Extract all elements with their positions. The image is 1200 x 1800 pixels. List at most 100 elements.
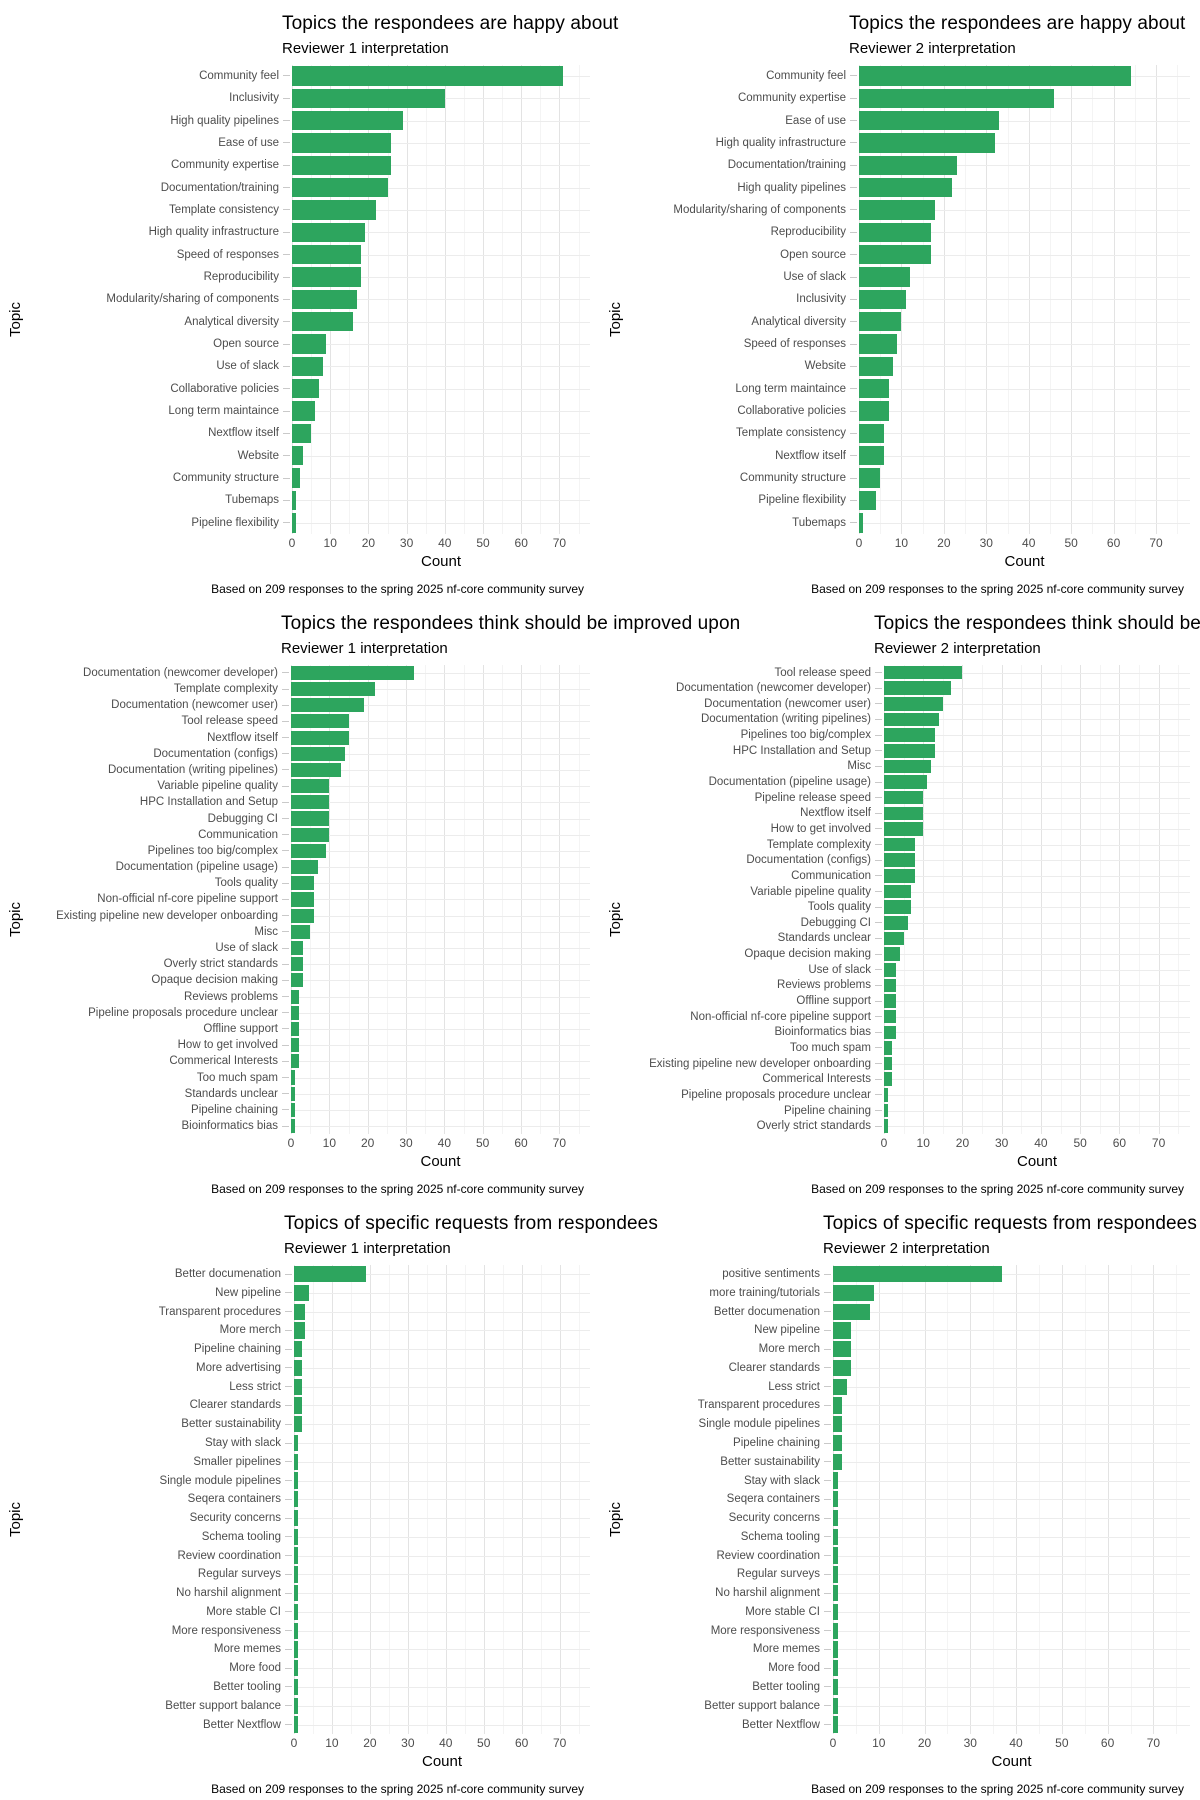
- y-tick-mark: [283, 120, 290, 122]
- y-tick-mark: [282, 915, 289, 917]
- bar: [884, 1088, 888, 1102]
- bar: [884, 837, 916, 852]
- y-tick-mark: [282, 1028, 289, 1030]
- category-label: Pipeline flexibility: [191, 516, 279, 529]
- bar-row: [292, 199, 590, 221]
- minor-gridline: [1007, 64, 1009, 534]
- minor-gridline: [1177, 64, 1179, 534]
- category-label: Speed of responses: [743, 338, 846, 351]
- bar-row: [884, 1071, 1190, 1087]
- category-label-row: Ease of use: [26, 132, 292, 154]
- bar: [884, 665, 963, 680]
- y-tick-mark: [282, 801, 289, 803]
- category-label-row: Documentation (newcomer user): [26, 697, 291, 713]
- y-tick-mark: [824, 1329, 831, 1331]
- minor-gridline: [425, 664, 427, 1134]
- category-label: Clearer standards: [189, 1399, 281, 1412]
- bar: [291, 843, 326, 858]
- bar: [294, 1265, 367, 1283]
- category-label-row: Less strict: [26, 1377, 294, 1396]
- bar-row: [859, 266, 1190, 288]
- bar-row: [884, 1009, 1190, 1025]
- y-tick-mark: [283, 455, 290, 457]
- bar-row: [291, 730, 590, 746]
- bar-row: [833, 1659, 1190, 1678]
- category-label: Existing pipeline new developer onboardi…: [56, 909, 278, 922]
- x-tick-label: 40: [438, 536, 452, 550]
- category-label-row: Long term maintaince: [626, 378, 859, 400]
- bar-row: [859, 288, 1190, 310]
- y-tick-mark: [824, 1386, 831, 1388]
- bar: [291, 714, 349, 729]
- category-label: Community expertise: [737, 92, 846, 105]
- category-label: Documentation (newcomer user): [111, 699, 278, 712]
- bar: [294, 1641, 298, 1658]
- bar: [859, 490, 876, 511]
- category-label-row: How to get involved: [626, 821, 884, 837]
- chart-title: Topics of specific requests from respond…: [823, 1213, 1197, 1234]
- category-label: Debugging CI: [207, 812, 278, 825]
- bar: [859, 513, 864, 533]
- y-tick-mark: [875, 718, 882, 720]
- y-tick-mark: [824, 1630, 831, 1632]
- category-label: Schema tooling: [201, 1530, 281, 1543]
- category-label: Long term maintaince: [168, 405, 279, 418]
- category-label-row: Open source: [626, 244, 859, 266]
- bar: [859, 244, 932, 265]
- bar: [833, 1341, 852, 1358]
- bar-row: [859, 355, 1190, 377]
- plot-panel: [833, 1264, 1190, 1734]
- y-tick-mark: [282, 947, 289, 949]
- bar: [294, 1303, 306, 1320]
- bar-row: [292, 65, 590, 87]
- category-label: Tool release speed: [774, 666, 871, 679]
- category-label-row: How to get involved: [26, 1037, 291, 1053]
- category-label: Pipeline chaining: [194, 1343, 281, 1356]
- category-label: Inclusivity: [796, 293, 846, 306]
- category-labels: Better documenation New pipeline Transpare…: [26, 1265, 294, 1734]
- chart-subtitle: Reviewer 1 interpretation: [281, 639, 448, 657]
- category-label-row: More stable CI: [26, 1603, 294, 1622]
- x-tick-label: 60: [1112, 1136, 1127, 1150]
- category-label-row: Template complexity: [26, 681, 291, 697]
- y-tick-mark: [850, 209, 857, 211]
- y-tick-mark: [850, 298, 857, 300]
- category-label: Modularity/sharing of components: [106, 293, 279, 306]
- bar-row: [884, 712, 1190, 728]
- y-tick-mark: [285, 1592, 292, 1594]
- category-label-row: Documentation (pipeline usage): [626, 774, 884, 790]
- category-label: Tubemaps: [792, 516, 846, 529]
- category-label: Pipelines too big/complex: [740, 729, 871, 742]
- category-label: Collaborative policies: [737, 405, 846, 418]
- y-tick-mark: [285, 1329, 292, 1331]
- bar-row: [884, 884, 1190, 900]
- category-label-row: Regular surveys: [26, 1565, 294, 1584]
- bar: [292, 401, 315, 421]
- category-label-row: Documentation (newcomer developer): [26, 665, 291, 681]
- category-label: Tubemaps: [225, 494, 279, 507]
- category-label: Too much spam: [789, 1041, 871, 1054]
- bar: [884, 1103, 888, 1118]
- y-tick-mark: [875, 797, 882, 799]
- chart-caption: Based on 209 responses to the spring 202…: [811, 1782, 1184, 1796]
- bar-row: [859, 132, 1190, 154]
- category-label-row: Pipeline proposals procedure unclear: [26, 1005, 291, 1021]
- y-tick-mark: [282, 996, 289, 998]
- bar: [833, 1641, 838, 1658]
- category-label-row: Nextflow itself: [626, 445, 859, 467]
- bar: [884, 994, 896, 1008]
- y-tick-mark: [875, 781, 882, 783]
- y-tick-mark: [824, 1686, 831, 1688]
- category-label: Standards unclear: [777, 932, 871, 945]
- major-gridline: [368, 64, 370, 534]
- category-label: more training/tutorials: [709, 1286, 820, 1299]
- bar-row: [292, 512, 590, 534]
- category-label: More merch: [758, 1343, 820, 1356]
- chart-2: Topics the respondees are happy about Rev…: [600, 0, 1200, 600]
- bar-rows: [833, 1265, 1190, 1734]
- y-tick-mark: [824, 1311, 831, 1313]
- bar-row: [859, 512, 1190, 534]
- category-label: Communication: [791, 869, 871, 882]
- bar: [291, 665, 414, 680]
- bar-row: [833, 1696, 1190, 1715]
